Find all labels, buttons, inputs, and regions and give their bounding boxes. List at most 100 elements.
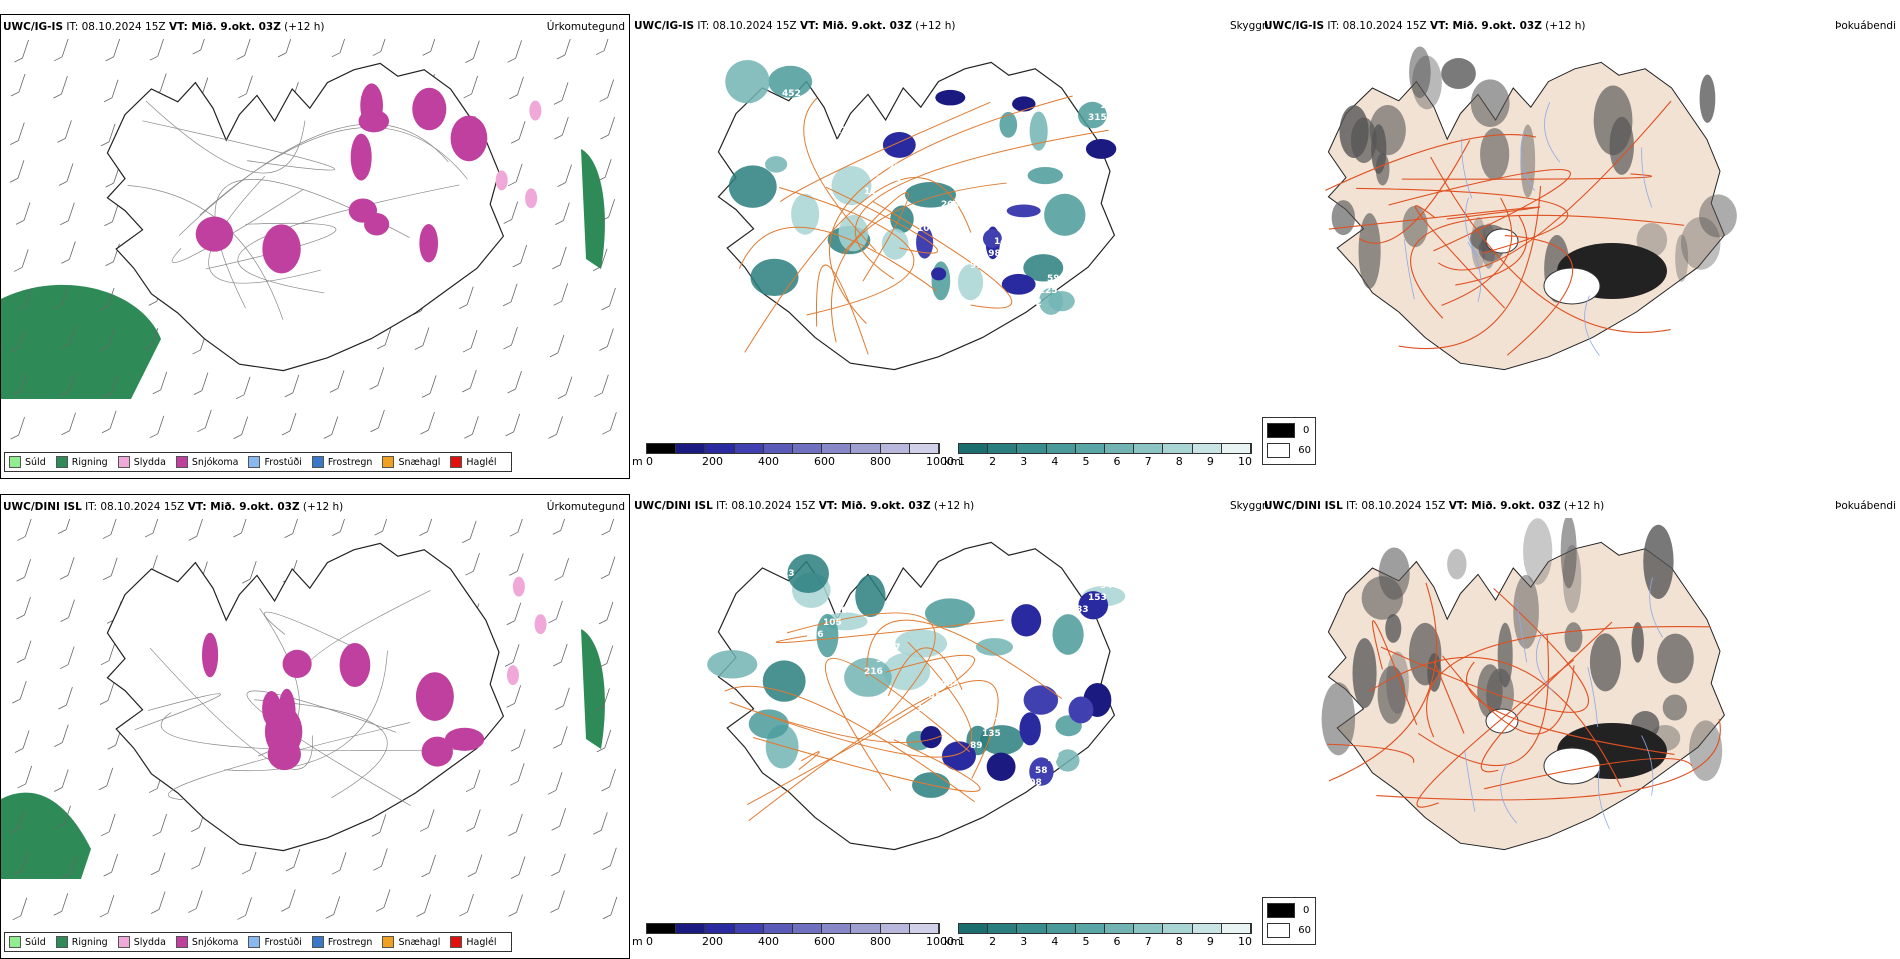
road	[841, 192, 909, 282]
sleet-area	[506, 665, 519, 686]
wind-barb	[238, 75, 253, 99]
wind-barb	[191, 847, 206, 870]
wind-barb	[509, 519, 523, 537]
road	[199, 127, 468, 216]
snow-area	[450, 115, 488, 162]
wind-barb	[59, 557, 75, 580]
road	[729, 641, 973, 758]
cloud-base-label: 3684	[876, 175, 901, 185]
cloud-base-area	[920, 725, 942, 749]
wind-barb	[422, 39, 436, 56]
wind-barb	[506, 685, 522, 708]
rain-area	[1, 284, 161, 399]
wind-barb	[59, 646, 75, 670]
visibility-area	[895, 629, 948, 658]
cloud-base-label: 335	[941, 680, 960, 690]
cloud-base-label: 452	[782, 89, 801, 99]
cloud-base-colorbar: m 0 200 400 600 800 1000	[632, 923, 954, 949]
fog-area	[1477, 664, 1503, 719]
fog-area	[1385, 613, 1402, 643]
wind-barb	[510, 763, 525, 786]
river	[1467, 241, 1482, 303]
visibility-area	[855, 574, 886, 618]
colorbar-cell	[1221, 924, 1252, 933]
wind-barb	[60, 599, 75, 622]
cloud-base-area	[982, 229, 1002, 249]
wind-barb	[100, 123, 116, 147]
colorbar-strip	[958, 443, 1252, 454]
wind-barb	[600, 116, 615, 140]
wind-barb	[462, 369, 477, 393]
road	[134, 693, 221, 731]
legend-swatch	[175, 936, 188, 948]
legend-swatch	[311, 456, 324, 468]
wind-barb	[598, 645, 614, 668]
legend-item: Snæhagl	[382, 936, 440, 948]
wind-barb	[507, 40, 522, 63]
colorbar-tick: 7	[1144, 935, 1152, 948]
wind-barb	[595, 39, 609, 56]
cloud-base-area	[1085, 139, 1117, 159]
wind-barb	[16, 558, 32, 582]
colorbar-cell	[734, 924, 764, 933]
fog-legend-swatch	[1267, 923, 1291, 938]
road	[753, 737, 981, 792]
fog-legend-row: 60	[1267, 923, 1311, 938]
wind-barb	[600, 556, 616, 580]
wind-barb	[552, 246, 567, 270]
colorbar-cell	[1075, 924, 1106, 933]
snow-area	[201, 632, 219, 678]
visibility-colorbar: km 1 2 3 4 5 6 7 8 9 10	[944, 923, 1254, 949]
colorbar-tick: 200	[702, 935, 723, 948]
colorbar-unit: m	[632, 455, 643, 468]
cloud-base-label: 344	[1100, 581, 1119, 591]
colorbar-cell	[909, 444, 940, 453]
colorbar-cell	[822, 444, 852, 453]
wind-barb	[10, 416, 25, 440]
wind-barb	[512, 244, 528, 268]
colorbar-tick: 600	[814, 935, 835, 948]
wind-barb	[552, 519, 565, 535]
wind-barb	[10, 73, 26, 97]
visibility-area	[707, 650, 758, 679]
fog-legend-label: 60	[1298, 925, 1311, 936]
cloud-base-area	[916, 226, 934, 259]
road	[1441, 197, 1513, 306]
cloud-base-label: 138	[1100, 101, 1119, 111]
wind-barb	[242, 560, 257, 584]
wind-barb	[503, 326, 518, 350]
cloud-base-area	[1029, 757, 1054, 786]
legend-item: Rigning	[55, 936, 108, 948]
road	[872, 201, 1013, 309]
panel-parameter: Þokuábendi	[1835, 20, 1896, 32]
visibility-area	[1052, 614, 1084, 655]
cloud-base-label: 96	[876, 655, 889, 665]
fog-legend: 0 60	[1262, 417, 1316, 465]
cloud-base-area	[1012, 96, 1036, 112]
wind-barb	[99, 682, 115, 705]
wind-barb	[464, 416, 479, 439]
rain-area	[581, 149, 605, 269]
legend-label: Haglél	[466, 456, 497, 468]
river	[1464, 751, 1476, 812]
snow-area	[262, 224, 301, 274]
colorbar-cell	[1163, 924, 1193, 933]
river	[1520, 130, 1535, 191]
wind-barb	[504, 644, 520, 667]
wind-barb	[61, 412, 76, 436]
wind-barb	[17, 765, 33, 789]
road	[1388, 168, 1571, 252]
river	[1461, 138, 1473, 199]
wind-barb	[285, 848, 301, 872]
wind-barb	[144, 519, 159, 538]
fog-legend-label: 60	[1298, 445, 1311, 456]
legend-item: Slydda	[117, 456, 166, 468]
fog-legend-label: 0	[1303, 905, 1310, 916]
wind-barb	[548, 416, 563, 439]
colorbar-tick: 200	[702, 455, 723, 468]
colorbar-cell	[763, 444, 794, 453]
colorbar-cell	[676, 924, 706, 933]
legend-label: Frostregn	[327, 936, 373, 948]
fog-area	[1470, 79, 1510, 127]
wind-barb	[550, 890, 565, 913]
